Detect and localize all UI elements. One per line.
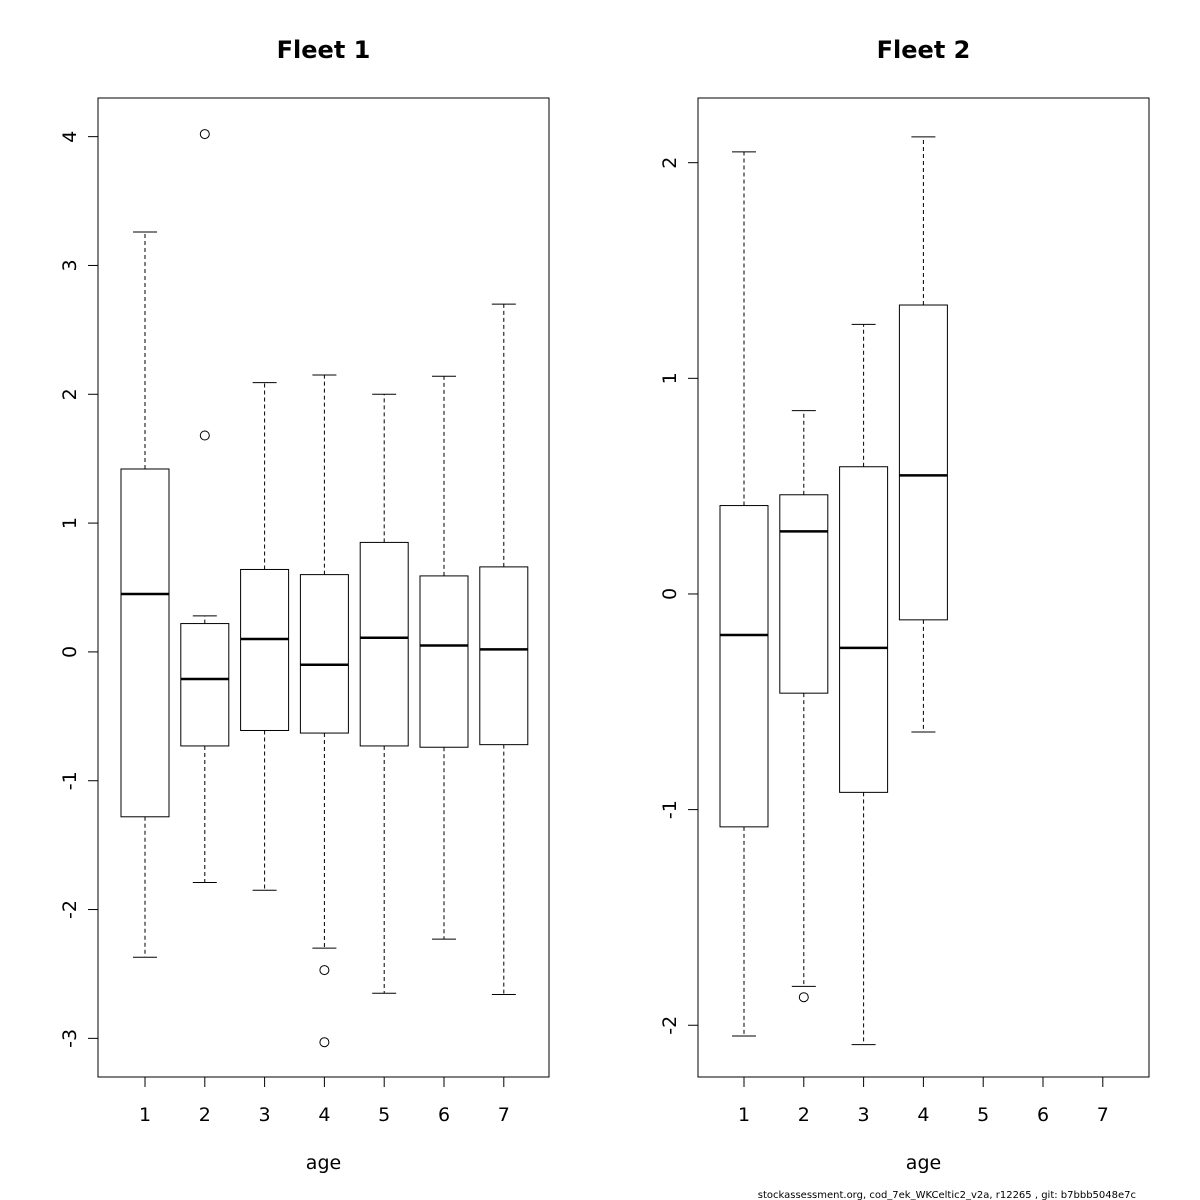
x-tick-label: 3 (858, 1104, 870, 1126)
box-age-1 (120, 231, 170, 958)
box-age-2 (779, 410, 829, 1003)
y-tick-label: 0 (659, 588, 681, 600)
y-tick-label: -1 (59, 771, 81, 790)
x-tick-label: 4 (917, 1104, 929, 1126)
x-tick-label: 2 (798, 1104, 810, 1126)
y-tick-label: 1 (659, 372, 681, 384)
y-tick-label: 1 (59, 517, 81, 529)
x-tick-label: 1 (738, 1104, 750, 1126)
box-age-5 (359, 393, 409, 994)
iqr-box (180, 623, 230, 747)
y-tick-label: -2 (59, 900, 81, 919)
outlier-point (199, 430, 210, 441)
iqr-box (898, 304, 948, 621)
box-age-4 (299, 374, 349, 1048)
y-tick-label: -2 (659, 1016, 681, 1035)
footnote: stockassessment.org, cod_7ek_WKCeltic2_v… (758, 1190, 1136, 1200)
iqr-box (419, 575, 469, 748)
y-tick-label: 2 (59, 388, 81, 400)
x-tick-label: 6 (1037, 1104, 1049, 1126)
y-tick-label: 3 (59, 259, 81, 271)
iqr-box (839, 466, 889, 793)
x-tick-label: 7 (1097, 1104, 1109, 1126)
x-tick-label: 5 (977, 1104, 989, 1126)
iqr-box (299, 574, 349, 734)
box-age-2 (180, 129, 230, 883)
iqr-box (120, 468, 170, 818)
x-tick-label: 6 (438, 1104, 450, 1126)
x-tick-label: 5 (378, 1104, 390, 1126)
chart-title: Fleet 2 (877, 36, 971, 64)
plot-frame (97, 97, 550, 1078)
box-age-6 (419, 375, 469, 940)
panel-fleet-2: Fleet 2 -2 -1 0 1 2 1 2 3 4 5 6 7 age (659, 36, 1150, 1174)
y-tick-label: -3 (59, 1029, 81, 1048)
x-tick-label: 4 (318, 1104, 330, 1126)
iqr-box (479, 566, 529, 746)
outlier-point (319, 1037, 330, 1048)
outlier-point (199, 129, 210, 140)
box-age-3 (839, 323, 889, 1046)
y-tick-label: 2 (659, 157, 681, 169)
x-tick-label: 1 (139, 1104, 151, 1126)
iqr-box (719, 505, 769, 828)
box-age-1 (719, 151, 769, 1037)
x-axis-label: age (306, 1152, 341, 1174)
chart-title: Fleet 1 (277, 36, 371, 64)
y-tick-label: 4 (59, 131, 81, 143)
x-tick-label: 3 (259, 1104, 271, 1126)
iqr-box (779, 494, 829, 694)
iqr-box (240, 568, 290, 731)
x-tick-label: 2 (199, 1104, 211, 1126)
x-tick-label: 7 (498, 1104, 510, 1126)
box-age-3 (240, 382, 290, 891)
box-age-7 (479, 303, 529, 996)
outlier-point (798, 992, 809, 1003)
panel-fleet-1: Fleet 1 -3 -2 -1 0 1 2 3 4 1 2 3 4 5 6 7 age (59, 36, 550, 1174)
box-age-4 (898, 136, 948, 733)
x-axis-label: age (906, 1152, 941, 1174)
y-tick-label: -1 (659, 800, 681, 819)
iqr-box (359, 541, 409, 747)
outlier-point (319, 965, 330, 976)
y-tick-label: 0 (59, 646, 81, 658)
